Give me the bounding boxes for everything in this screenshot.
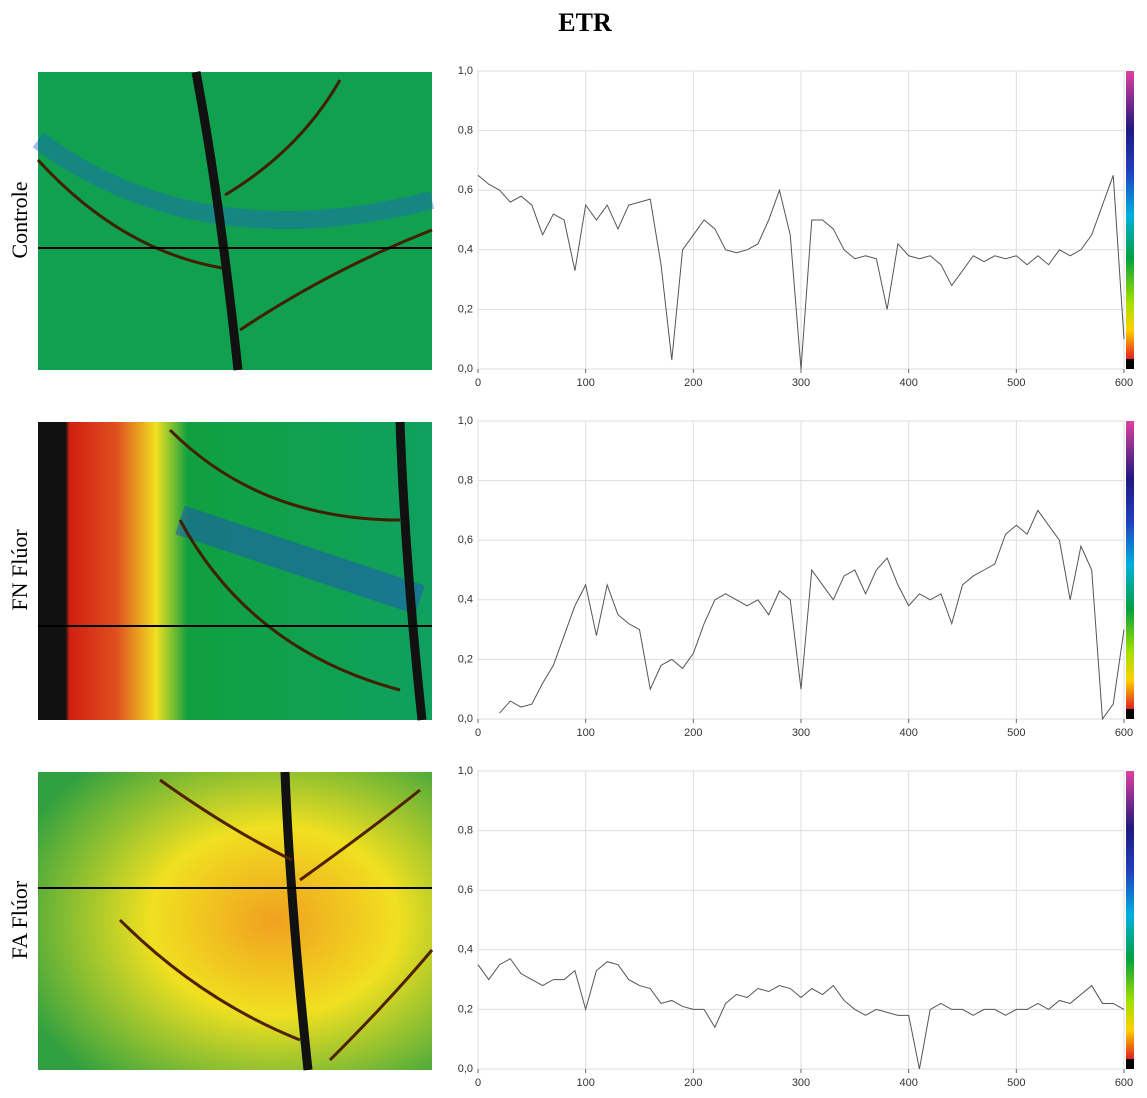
x-tick-label: 500 (1007, 377, 1025, 389)
x-tick-label: 0 (475, 377, 481, 389)
x-tick-label: 300 (792, 377, 810, 389)
x-tick-label: 600 (1115, 727, 1133, 739)
color-scale (1126, 71, 1134, 359)
data-line (499, 509, 1125, 721)
y-tick-label: 0,4 (458, 594, 473, 606)
data-line (477, 958, 1125, 1070)
row-label: Controle (7, 182, 32, 259)
x-tick-label: 200 (684, 727, 702, 739)
x-tick-label: 300 (792, 1077, 810, 1089)
y-tick-label: 0,0 (458, 363, 473, 375)
x-tick-label: 600 (1115, 1077, 1133, 1089)
x-tick-label: 200 (684, 377, 702, 389)
color-scale (1126, 421, 1134, 709)
leaf-image (38, 421, 432, 721)
row-label: FN Flúor (7, 529, 32, 611)
x-tick-label: 100 (576, 727, 594, 739)
x-tick-label: 300 (792, 727, 810, 739)
y-tick-label: 0,0 (458, 1063, 473, 1075)
y-tick-label: 0,2 (458, 1003, 473, 1015)
y-tick-label: 0,2 (458, 303, 473, 315)
y-tick-label: 0,4 (458, 244, 473, 256)
color-scale (1126, 359, 1134, 369)
y-tick-label: 0,6 (458, 534, 473, 546)
color-scale (1126, 709, 1134, 719)
y-tick-label: 0,8 (458, 475, 473, 487)
y-tick-label: 0,8 (458, 825, 473, 837)
color-scale (1126, 1059, 1134, 1069)
y-tick-label: 0,4 (458, 944, 473, 956)
x-tick-label: 400 (899, 1077, 917, 1089)
x-tick-label: 400 (899, 377, 917, 389)
leaf-image (32, 71, 435, 371)
y-tick-label: 0,6 (458, 184, 473, 196)
y-tick-label: 0,0 (458, 713, 473, 725)
y-tick-label: 1,0 (458, 415, 473, 427)
x-tick-label: 100 (576, 1077, 594, 1089)
x-tick-label: 600 (1115, 377, 1133, 389)
y-tick-label: 0,6 (458, 884, 473, 896)
x-tick-label: 0 (475, 727, 481, 739)
data-line (477, 174, 1125, 370)
x-tick-label: 200 (684, 1077, 702, 1089)
x-tick-label: 500 (1007, 727, 1025, 739)
y-tick-label: 0,8 (458, 125, 473, 137)
row-label: FA Flúor (7, 880, 32, 959)
x-tick-label: 100 (576, 377, 594, 389)
x-tick-label: 0 (475, 1077, 481, 1089)
figure-title: ETR (558, 8, 612, 37)
y-tick-label: 0,2 (458, 653, 473, 665)
y-tick-label: 1,0 (458, 65, 473, 77)
y-tick-label: 1,0 (458, 765, 473, 777)
color-scale (1126, 771, 1134, 1059)
x-tick-label: 500 (1007, 1077, 1025, 1089)
x-tick-label: 400 (899, 727, 917, 739)
leaf-image (38, 771, 434, 1071)
